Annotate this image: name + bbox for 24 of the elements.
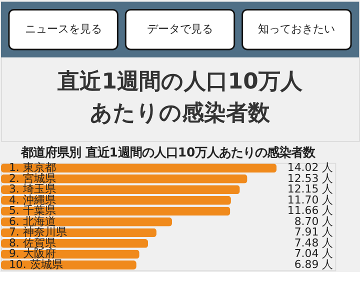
data-label: 12.15 人 [287, 182, 334, 196]
y-tick-label: 9. 大阪府 [8, 247, 56, 260]
text: ニュースを見る [24, 22, 102, 36]
y-tick-label: 4. 沖縄県 [8, 193, 56, 206]
y-tick-label: 5. 千葉県 [8, 204, 56, 218]
text: 知っておきたい [258, 22, 336, 36]
y-tick-label: 3. 埼玉県 [8, 182, 56, 196]
y-tick-label: 10. 茨城県 [8, 258, 63, 271]
y-tick-label: 2. 宮城県 [8, 172, 56, 185]
text: データで見る [147, 22, 213, 36]
y-tick-label: 6. 北海道 [8, 214, 56, 228]
data-label: 14.02 人 [287, 161, 334, 174]
y-tick-label: 7. 神奈川県 [8, 226, 67, 239]
data-label: 7.91 人 [294, 226, 334, 239]
data-label: 12.53 人 [287, 172, 334, 185]
y-tick-label: 8. 佐賀県 [8, 236, 56, 250]
data-label: 11.70 人 [287, 193, 334, 206]
data-label: 8.70 人 [294, 214, 334, 228]
chart-subtitle: 都道府県別 直近1週間の人口10万人あたりの感染者数 [20, 144, 316, 160]
data-label: 7.04 人 [294, 247, 334, 260]
chart-title: 直近1週間の人口10万人あたりの感染者数 [56, 69, 304, 126]
data-label: 6.89 人 [294, 258, 334, 271]
data-label: 7.48 人 [294, 236, 334, 250]
data-label: 11.66 人 [287, 204, 334, 218]
